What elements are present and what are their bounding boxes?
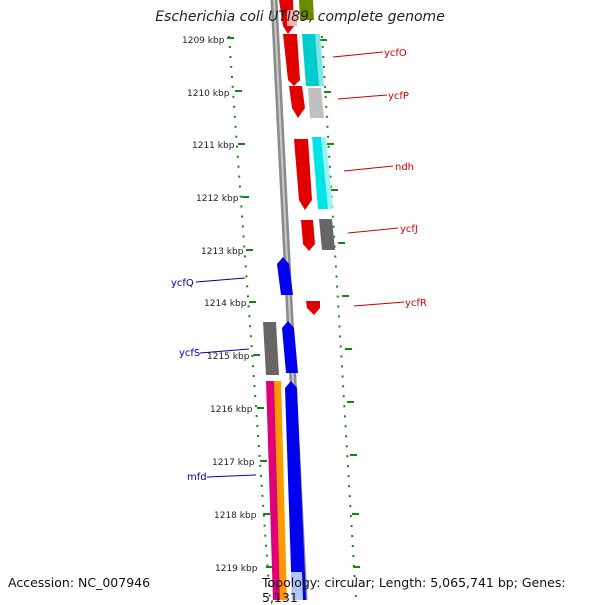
gene-block-ycfS-gray: [263, 322, 279, 375]
gene-block-ycfP-gray: [308, 88, 324, 118]
gene-label-ycfO: ycfO: [384, 48, 407, 59]
connector-ycfJ: [347, 227, 399, 234]
kbp-label-1213: 1213 kbp: [201, 247, 244, 257]
kbp-label-1212: 1212 kbp: [196, 194, 239, 204]
kbp-label-1211: 1211 kbp: [192, 141, 235, 151]
kbp-label-1218: 1218 kbp: [214, 511, 257, 521]
gene-block-ndh-cyan-light: [321, 137, 333, 209]
kbp-label-1210: 1210 kbp: [187, 89, 230, 99]
gene-block-top-pink: [287, 10, 297, 26]
scale-labels: 1209 kbp 1210 kbp 1211 kbp 1212 kbp 1213…: [182, 36, 258, 574]
gene-label-ycfR: ycfR: [405, 298, 427, 309]
gene-label-ycfP: ycfP: [388, 91, 409, 102]
gene-block-ycfJ-gray: [319, 219, 335, 250]
connector-ycfQ: [195, 277, 246, 283]
gene-block-top-green: [299, 0, 314, 20]
gene-label-mfd: mfd: [187, 472, 207, 483]
gene-block-mfd-orange: [274, 381, 287, 600]
gene-block-ycfR-red: [306, 301, 320, 315]
gene-labels: ycfO ycfP ndh ycfJ ycfR ycfQ ycfS mfd: [171, 48, 427, 483]
label-connectors: [195, 51, 405, 478]
connector-ycfS: [199, 348, 250, 354]
kbp-label-1209: 1209 kbp: [182, 36, 225, 46]
accession-text: Accession: NC_007946: [8, 575, 151, 590]
gene-block-ycfS-blue: [282, 321, 298, 373]
gene-block-ycfJ-red: [301, 220, 315, 251]
scale-dotted-lines: [228, 35, 357, 601]
kbp-label-1217: 1217 kbp: [212, 458, 255, 468]
gene-block-mfd-blue: [285, 381, 306, 600]
kbp-label-1215: 1215 kbp: [207, 352, 250, 362]
kbp-label-1216: 1216 kbp: [210, 405, 253, 415]
gene-block-ycfP-red: [289, 86, 305, 118]
connector-ycfR: [353, 301, 405, 307]
topology-text: Topology: circular; Length: 5,065,741 bp…: [262, 575, 566, 605]
map-title: Escherichia coli UTI89, complete genome: [155, 9, 445, 25]
connector-mfd: [206, 474, 257, 478]
gene-label-ndh: ndh: [395, 162, 414, 173]
gene-block-ycfO-cyan-light: [315, 34, 324, 86]
gene-block-ndh-red: [294, 139, 312, 210]
gene-block-ycfQ-blue: [277, 257, 293, 295]
scale-ticks-right: [320, 39, 360, 568]
connector-ycfO: [332, 51, 384, 58]
gene-label-ycfJ: ycfJ: [400, 224, 418, 235]
kbp-label-1214: 1214 kbp: [204, 299, 247, 309]
gene-block-bottom-lightblue: [291, 572, 303, 600]
connector-ndh: [343, 165, 394, 172]
gene-label-ycfS: ycfS: [179, 348, 200, 359]
gene-blocks: [263, 0, 335, 600]
connector-ycfP: [337, 94, 388, 100]
scale-ticks-left: [227, 37, 273, 568]
gene-block-ycfO-red: [283, 34, 300, 86]
kbp-label-1219: 1219 kbp: [215, 564, 258, 574]
gene-label-ycfQ: ycfQ: [171, 278, 194, 289]
